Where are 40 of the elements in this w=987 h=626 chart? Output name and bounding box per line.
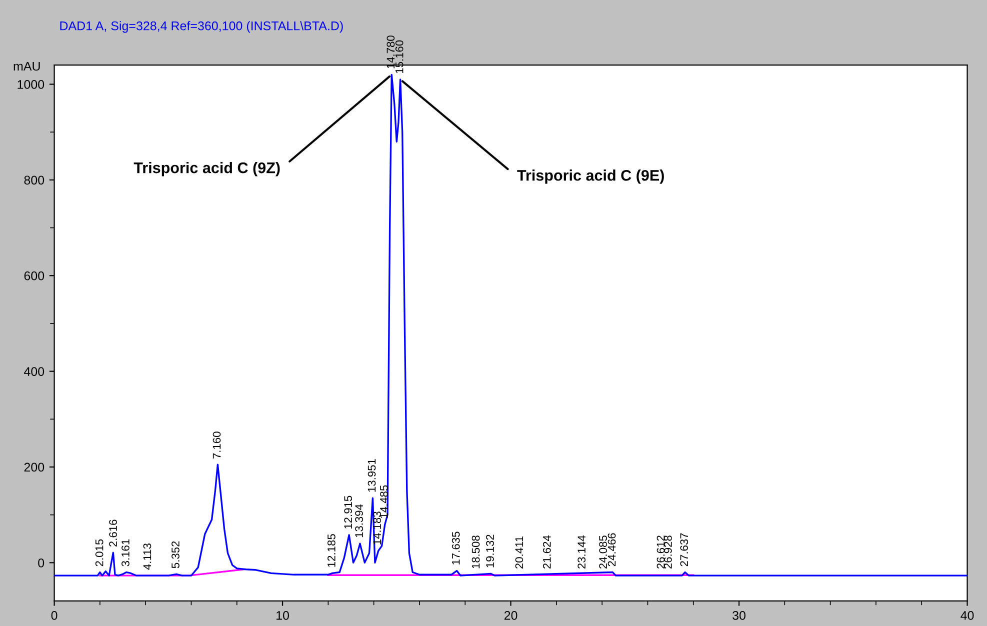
annotation: 14.183 [373, 512, 381, 544]
annotation: 17.635 [452, 532, 460, 564]
y-axis-title: mAU [14, 62, 40, 71]
annotation: 4.113 [143, 544, 152, 570]
annotation: 15.160 [395, 40, 404, 74]
y-tick-label: 800 [24, 176, 44, 185]
annotation: 19.132 [486, 534, 494, 568]
annotation: 24.466 [608, 533, 616, 566]
annotation: Trisporic acid C (9Z) [134, 162, 280, 176]
annotation: 26.612 [656, 536, 665, 569]
annotation: 14.485 [380, 485, 388, 518]
x-tick-label: 10 [276, 611, 289, 620]
annotation: 3.161 [122, 539, 130, 566]
annotation: Trisporic acid C (9E) [517, 170, 664, 184]
annotation: 20.411 [515, 536, 524, 569]
y-tick-label: 400 [24, 367, 44, 376]
annotation: 5.352 [172, 541, 180, 568]
y-tick-label: 600 [24, 271, 44, 280]
x-tick-label: 30 [732, 611, 746, 620]
annotation: 14.780 [386, 36, 395, 68]
y-tick-label: 0 [38, 558, 44, 568]
annotation: 18.508 [472, 536, 480, 568]
annotation: 21.624 [542, 535, 551, 569]
annotation: 7.160 [212, 432, 221, 458]
annotation: 24.085 [599, 536, 607, 569]
x-tick-label: 40 [960, 611, 974, 620]
annotation: 2.015 [95, 539, 104, 566]
annotation: 2.616 [109, 520, 117, 547]
chart-title: DAD1 A, Sig=328,4 Ref=360,100 (INSTALL\BTA.D) [60, 21, 343, 33]
annotation: 27.637 [680, 533, 688, 566]
annotation: 13.394 [355, 504, 363, 538]
x-tick-label: 0 [51, 611, 58, 620]
y-tick-label: 1000 [18, 80, 44, 89]
annotation: 23.144 [578, 535, 586, 569]
annotation: 13.951 [368, 459, 376, 492]
y-tick-label: 200 [24, 462, 44, 472]
annotation: 12.185 [328, 534, 336, 567]
x-tick-label: 20 [504, 611, 518, 620]
line-series [54, 74, 968, 576]
annotation: 12.915 [344, 496, 352, 529]
